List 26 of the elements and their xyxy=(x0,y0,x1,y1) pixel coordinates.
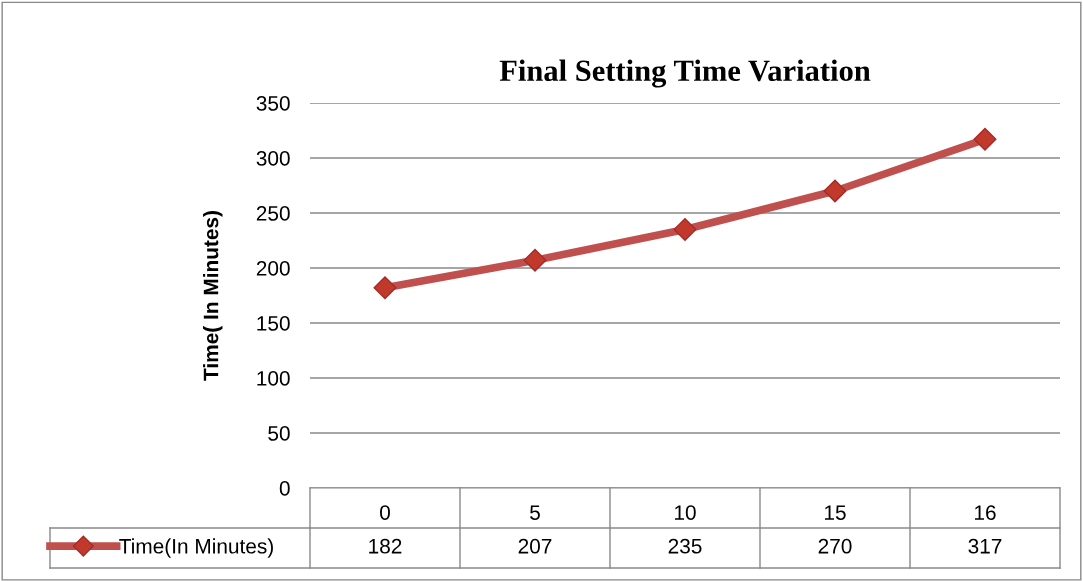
x-tick-label: 5 xyxy=(530,505,540,520)
legend-label: Time(In Minutes) xyxy=(119,538,273,558)
data-label: 270 xyxy=(818,538,852,554)
x-tick-label: 16 xyxy=(975,505,996,520)
y-tick-label: 350 xyxy=(256,96,290,111)
point xyxy=(523,248,547,272)
x-tick-label: 15 xyxy=(825,505,846,520)
point xyxy=(373,276,397,300)
data-label: 317 xyxy=(968,538,1002,554)
x-tick-label: 0 xyxy=(380,505,390,520)
y-tick-label: 100 xyxy=(257,371,290,386)
y-tick-label: 250 xyxy=(256,206,290,221)
data-label: 235 xyxy=(668,538,702,554)
y-tick-label: 50 xyxy=(268,426,290,441)
data-label: 207 xyxy=(518,538,552,554)
point xyxy=(973,127,997,151)
y-tick-label: 0 xyxy=(279,481,290,496)
data-label: 182 xyxy=(369,538,402,554)
chart-title: Final Setting Time Variation xyxy=(499,59,871,88)
y-tick-label: 150 xyxy=(257,316,290,331)
y-tick-label: 200 xyxy=(256,261,290,276)
x-tick-label: 10 xyxy=(675,505,696,520)
y-tick-label: 300 xyxy=(256,151,290,166)
point xyxy=(823,179,847,203)
point xyxy=(673,218,697,241)
y-axis-title: Time( In Minutes) xyxy=(203,211,223,381)
